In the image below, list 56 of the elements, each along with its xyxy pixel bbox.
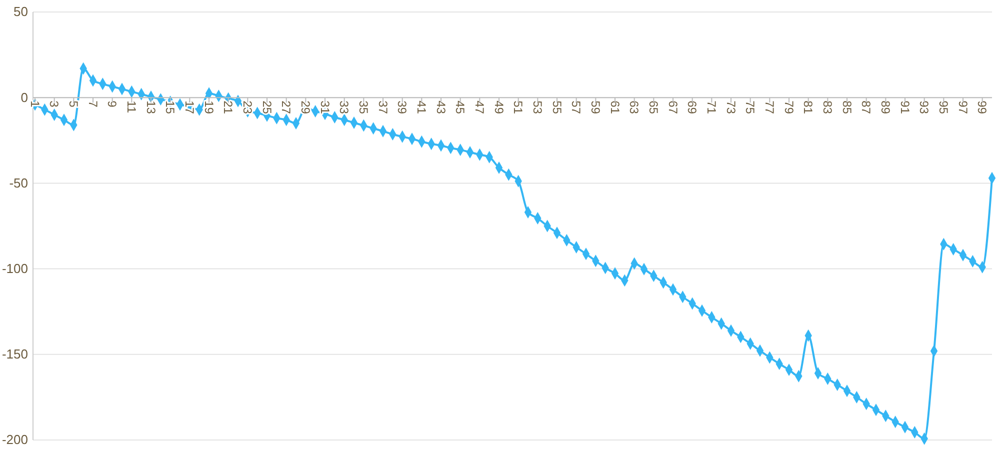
x-tick-label: 95 bbox=[936, 100, 950, 114]
x-tick-label: 77 bbox=[762, 100, 776, 114]
x-tick-label: 35 bbox=[356, 100, 370, 114]
x-tick-label: 51 bbox=[511, 100, 526, 114]
x-tick-label: 21 bbox=[221, 100, 236, 114]
x-tick-label: 69 bbox=[685, 100, 700, 114]
y-tick-label: -50 bbox=[9, 175, 28, 190]
x-tick-label: 25 bbox=[260, 100, 274, 114]
x-tick-label: 73 bbox=[724, 100, 738, 114]
x-tick-label: 19 bbox=[202, 100, 216, 114]
x-tick-label: 91 bbox=[898, 100, 912, 114]
x-tick-label: 17 bbox=[182, 100, 196, 114]
x-tick-label: 15 bbox=[163, 100, 178, 114]
x-tick-label: 13 bbox=[144, 100, 158, 114]
x-tick-label: 33 bbox=[337, 100, 352, 114]
x-tick-label: 53 bbox=[530, 100, 544, 114]
x-tick-label: 7 bbox=[86, 100, 100, 108]
x-tick-label: 75 bbox=[743, 100, 758, 114]
x-tick-label: 3 bbox=[47, 100, 62, 108]
x-tick-label: 97 bbox=[956, 100, 970, 114]
x-tick-label: 87 bbox=[859, 100, 874, 114]
y-tick-label: -200 bbox=[2, 432, 28, 448]
x-tick-label: 47 bbox=[472, 100, 486, 114]
x-tick-label: 41 bbox=[414, 100, 428, 114]
x-tick-label: 57 bbox=[569, 100, 584, 114]
x-tick-label: 9 bbox=[105, 100, 120, 108]
x-tick-label: 37 bbox=[376, 100, 390, 114]
x-tick-label: 39 bbox=[395, 100, 410, 114]
x-tick-label: 67 bbox=[666, 100, 680, 114]
x-tick-label: 43 bbox=[434, 100, 448, 114]
x-tick-label: 71 bbox=[704, 100, 718, 114]
x-tick-label: 1 bbox=[28, 100, 42, 108]
x-tick-label: 63 bbox=[627, 100, 642, 114]
x-tick-label: 93 bbox=[917, 100, 932, 114]
x-tick-label: 23 bbox=[240, 100, 254, 114]
x-tick-label: 27 bbox=[279, 100, 294, 114]
x-tick-label: 55 bbox=[550, 100, 564, 114]
x-tick-label: 99 bbox=[975, 100, 990, 114]
x-tick-label: 45 bbox=[453, 100, 468, 114]
y-tick-label: 0 bbox=[20, 90, 28, 105]
x-tick-label: 5 bbox=[66, 100, 80, 108]
y-tick-label: 50 bbox=[14, 4, 28, 20]
x-tick-label: 81 bbox=[801, 100, 816, 114]
x-tick-label: 89 bbox=[878, 100, 892, 114]
x-tick-label: 65 bbox=[646, 100, 660, 114]
x-tick-label: 29 bbox=[298, 100, 312, 114]
x-tick-label: 61 bbox=[608, 100, 622, 114]
x-tick-label: 79 bbox=[782, 100, 796, 114]
x-tick-label: 85 bbox=[840, 100, 854, 114]
x-tick-label: 49 bbox=[492, 100, 506, 114]
x-tick-label: 59 bbox=[588, 100, 602, 114]
y-tick-label: -150 bbox=[2, 346, 28, 362]
x-tick-label: 31 bbox=[318, 100, 332, 114]
x-tick-label: 11 bbox=[124, 100, 138, 114]
x-tick-label: 83 bbox=[820, 100, 834, 114]
y-tick-label: -100 bbox=[2, 260, 28, 276]
